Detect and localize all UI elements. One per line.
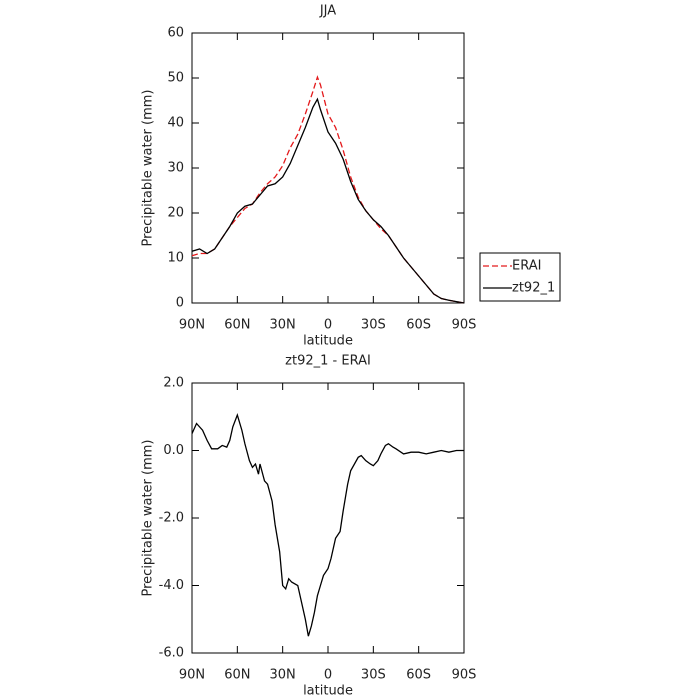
plot-frame [191, 32, 465, 304]
y-tick-label: 50 [167, 71, 184, 86]
legend-box [479, 252, 561, 302]
y-tick-label: 0 [176, 296, 184, 311]
x-tick-label: 30N [270, 668, 296, 683]
x-tick-label: 0 [324, 318, 332, 333]
x-tick-label: 0 [324, 668, 332, 683]
legend-label: zt92_1 [512, 281, 555, 296]
y-tick-label: 60 [167, 26, 184, 41]
y-tick-label: 40 [167, 116, 184, 131]
chart-title: JJA [319, 4, 336, 19]
x-axis-label: latitude [303, 334, 353, 349]
y-tick-label: 0.0 [163, 443, 184, 458]
y-tick-label: -4.0 [159, 578, 184, 593]
x-tick-label: 90S [452, 318, 477, 333]
y-tick-label: 20 [167, 206, 184, 221]
x-axis-label: latitude [303, 684, 353, 699]
x-tick-label: 90N [179, 318, 205, 333]
y-axis-label: Precipitable water (mm) [141, 440, 156, 597]
x-tick-label: 60N [224, 668, 250, 683]
data-line [191, 75, 465, 304]
x-tick-label: 30N [270, 318, 296, 333]
y-axis-label: Precipitable water (mm) [141, 90, 156, 247]
y-tick-label: 10 [167, 251, 184, 266]
y-tick-label: -2.0 [159, 511, 184, 526]
x-tick-label: 30S [361, 318, 386, 333]
legend-label: ERAI [512, 259, 541, 274]
x-tick-label: 60S [406, 668, 431, 683]
y-tick-label: -6.0 [159, 646, 184, 661]
data-line [191, 413, 464, 637]
y-tick-label: 2.0 [163, 376, 184, 391]
x-tick-label: 60S [406, 318, 431, 333]
y-tick-label: 30 [167, 161, 184, 176]
plot-frame [191, 382, 465, 654]
x-tick-label: 90N [179, 668, 205, 683]
chart-title: zt92_1 - ERAI [285, 354, 371, 369]
x-tick-label: 90S [452, 668, 477, 683]
x-tick-label: 60N [224, 318, 250, 333]
data-line [191, 97, 465, 304]
x-tick-label: 30S [361, 668, 386, 683]
